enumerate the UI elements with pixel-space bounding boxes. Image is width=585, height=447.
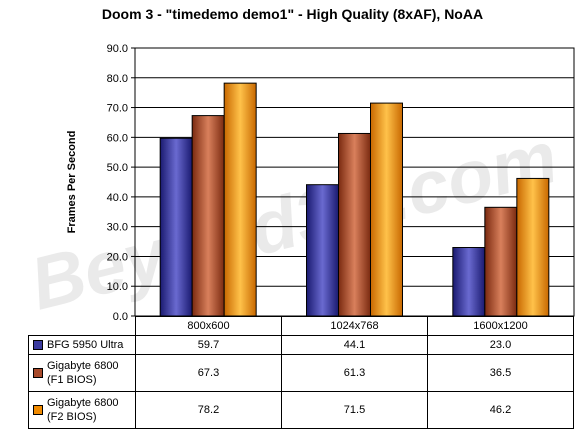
data-label: 78.2 bbox=[135, 391, 282, 429]
data-label: 61.3 bbox=[281, 354, 428, 392]
legend-entry-1: BFG 5950 Ultra bbox=[28, 335, 136, 355]
y-tick-label: 10.0 bbox=[107, 281, 128, 293]
data-label: 36.5 bbox=[427, 354, 574, 392]
y-tick-label: 90.0 bbox=[107, 43, 128, 55]
bar-2-2 bbox=[338, 132, 371, 317]
category-label-3: 1600x1200 bbox=[427, 316, 574, 336]
series-name-3: Gigabyte 6800 (F2 BIOS) bbox=[47, 397, 119, 423]
legend-swatch-2 bbox=[33, 368, 43, 378]
series-name-1: BFG 5950 Ultra bbox=[47, 339, 124, 351]
table-row: BFG 5950 Ultra 59.7 44.1 23.0 bbox=[28, 335, 574, 355]
bar-2-3 bbox=[484, 206, 518, 317]
legend-swatch-3 bbox=[33, 405, 43, 415]
data-label: 59.7 bbox=[135, 335, 282, 355]
y-tick-label: 70.0 bbox=[107, 103, 128, 115]
y-tick-label: 50.0 bbox=[107, 162, 128, 174]
y-tick-label: 20.0 bbox=[107, 251, 128, 263]
data-label: 23.0 bbox=[427, 335, 574, 355]
y-tick-label: 60.0 bbox=[107, 132, 128, 144]
category-label-2: 1024x768 bbox=[281, 316, 428, 336]
legend-swatch-1 bbox=[33, 340, 43, 350]
data-label: 46.2 bbox=[427, 391, 574, 429]
bar-1-3 bbox=[452, 247, 486, 317]
table-header-row: 800x600 1024x768 1600x1200 bbox=[28, 316, 574, 336]
data-table: 800x600 1024x768 1600x1200 BFG 5950 Ultr… bbox=[28, 316, 574, 429]
data-label: 44.1 bbox=[281, 335, 428, 355]
bar-1-1 bbox=[159, 137, 193, 317]
legend-entry-3: Gigabyte 6800 (F2 BIOS) bbox=[28, 391, 136, 429]
category-label-1: 800x600 bbox=[135, 316, 282, 336]
bar-2-1 bbox=[191, 115, 225, 317]
bar-3-3 bbox=[516, 177, 550, 317]
bar-1-2 bbox=[306, 184, 339, 317]
table-row: Gigabyte 6800 (F1 BIOS) 67.3 61.3 36.5 bbox=[28, 354, 574, 392]
chart-title: Doom 3 - "timedemo demo1" - High Quality… bbox=[101, 6, 484, 22]
y-tick-label: 40.0 bbox=[107, 192, 128, 204]
bar-3-1 bbox=[223, 82, 257, 317]
data-label: 71.5 bbox=[281, 391, 428, 429]
table-row: Gigabyte 6800 (F2 BIOS) 78.2 71.5 46.2 bbox=[28, 391, 574, 429]
y-tick-label: 80.0 bbox=[107, 73, 128, 85]
y-axis-label: Frames Per Second bbox=[66, 131, 78, 234]
y-tick-label: 30.0 bbox=[107, 222, 128, 234]
data-label: 67.3 bbox=[135, 354, 282, 392]
bar-3-2 bbox=[370, 102, 403, 317]
series-name-2: Gigabyte 6800 (F1 BIOS) bbox=[47, 360, 119, 386]
table-corner bbox=[28, 316, 136, 336]
legend-entry-2: Gigabyte 6800 (F1 BIOS) bbox=[28, 354, 136, 392]
